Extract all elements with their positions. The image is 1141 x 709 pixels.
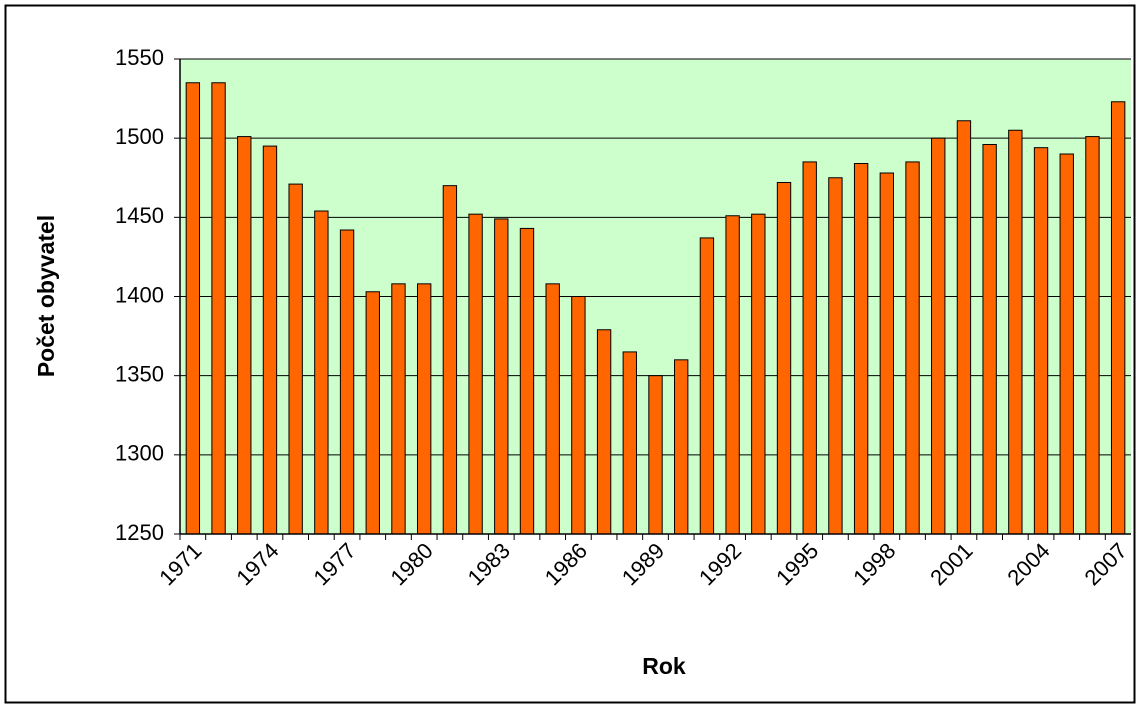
y-tick-label: 1500 <box>115 124 164 149</box>
bar <box>288 183 303 535</box>
bar <box>262 145 278 535</box>
bar <box>879 172 895 535</box>
bar <box>494 218 509 535</box>
bar <box>776 182 792 535</box>
bar <box>1110 101 1126 535</box>
bar <box>468 213 483 535</box>
bar <box>185 82 201 535</box>
x-axis-title: Rok <box>642 653 686 679</box>
bar <box>596 329 612 535</box>
bar <box>648 375 663 535</box>
y-tick-label: 1350 <box>115 361 164 386</box>
bar <box>699 237 715 535</box>
bar <box>416 283 432 535</box>
bar <box>956 120 972 535</box>
bar <box>674 359 689 535</box>
bar <box>519 227 535 535</box>
bar <box>622 351 637 535</box>
bar <box>1059 153 1074 535</box>
bar <box>1008 129 1023 535</box>
bar <box>982 144 997 535</box>
y-tick-label: 1400 <box>115 282 164 307</box>
bar <box>314 210 329 535</box>
bar <box>1033 147 1049 535</box>
bar <box>237 136 252 535</box>
bar <box>1085 136 1100 535</box>
bar <box>802 161 817 535</box>
bar <box>365 291 380 535</box>
bar <box>725 215 740 535</box>
y-tick-label: 1550 <box>115 45 164 70</box>
y-tick-label: 1300 <box>115 441 164 466</box>
bar <box>571 296 586 535</box>
bar <box>905 161 920 535</box>
bar <box>931 137 946 535</box>
bar <box>751 213 766 535</box>
bar <box>442 185 458 535</box>
bar <box>211 82 226 535</box>
bar <box>853 163 869 535</box>
bar <box>545 283 560 535</box>
bar <box>828 177 843 535</box>
y-axis-title: Počet obyvatel <box>33 215 59 377</box>
bar <box>391 283 406 535</box>
y-tick-label: 1450 <box>115 203 164 228</box>
bar <box>339 229 355 535</box>
y-tick-label: 1250 <box>115 520 164 545</box>
